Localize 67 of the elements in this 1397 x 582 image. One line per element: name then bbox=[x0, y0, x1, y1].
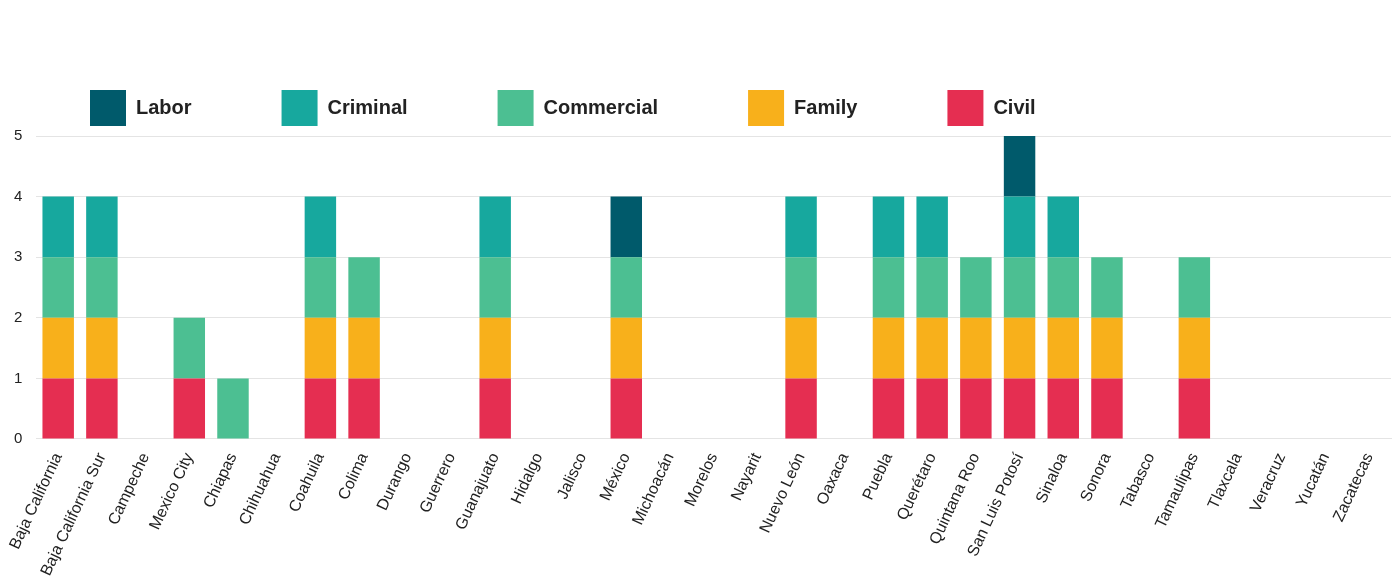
legend-label: Criminal bbox=[327, 95, 408, 118]
bar bbox=[348, 257, 380, 318]
bar bbox=[1047, 196, 1079, 258]
bar bbox=[1003, 378, 1036, 439]
bar bbox=[1091, 257, 1123, 318]
bar bbox=[479, 378, 511, 439]
bar bbox=[872, 378, 905, 439]
y-tick-label: 2 bbox=[14, 307, 23, 325]
bar bbox=[872, 317, 905, 379]
bar bbox=[872, 196, 905, 258]
bar bbox=[1091, 378, 1123, 439]
y-tick-label: 5 bbox=[14, 126, 23, 144]
bar bbox=[304, 317, 337, 379]
bar bbox=[1091, 317, 1123, 379]
bar bbox=[86, 257, 118, 318]
bar bbox=[304, 378, 337, 439]
y-tick-label: 0 bbox=[14, 429, 23, 447]
bar bbox=[1003, 136, 1036, 197]
legend-label: Family bbox=[794, 95, 859, 118]
y-tick-label: 4 bbox=[14, 186, 23, 204]
bar bbox=[348, 378, 380, 439]
bar bbox=[1003, 257, 1036, 318]
bar bbox=[1178, 257, 1211, 318]
bar bbox=[916, 257, 948, 318]
y-tick-label: 1 bbox=[14, 368, 23, 386]
legend-label: Commercial bbox=[543, 95, 659, 118]
bar bbox=[785, 196, 817, 258]
bar bbox=[1178, 378, 1211, 439]
bar bbox=[785, 317, 817, 379]
legend-label: Civil bbox=[993, 95, 1036, 118]
bar bbox=[916, 317, 948, 379]
bar bbox=[479, 196, 511, 258]
bar bbox=[960, 317, 992, 379]
bar bbox=[960, 257, 992, 318]
bar bbox=[960, 378, 992, 439]
bar bbox=[610, 196, 643, 258]
bar bbox=[1003, 196, 1036, 258]
bar bbox=[785, 378, 817, 439]
bar bbox=[304, 257, 337, 318]
bar bbox=[1178, 317, 1211, 379]
bar bbox=[173, 317, 206, 379]
bar bbox=[42, 257, 74, 318]
bar bbox=[1003, 317, 1036, 379]
bar bbox=[1047, 378, 1079, 439]
bar bbox=[916, 196, 948, 258]
bar bbox=[1047, 257, 1079, 318]
bar bbox=[872, 257, 905, 318]
bar bbox=[42, 378, 74, 439]
bar bbox=[304, 196, 337, 258]
bar bbox=[86, 317, 118, 379]
bar bbox=[86, 196, 118, 258]
bar bbox=[348, 317, 380, 379]
bar bbox=[217, 378, 249, 439]
bar bbox=[610, 378, 643, 439]
bar bbox=[86, 378, 118, 439]
bar bbox=[1047, 317, 1079, 379]
bar bbox=[479, 257, 511, 318]
bar bbox=[916, 378, 948, 439]
legend-label: Labor bbox=[136, 95, 192, 118]
bar bbox=[610, 257, 643, 318]
bar bbox=[42, 317, 74, 379]
bar bbox=[479, 317, 511, 379]
bar bbox=[42, 196, 74, 258]
bar bbox=[173, 378, 206, 439]
bar bbox=[610, 317, 643, 379]
y-tick-label: 3 bbox=[14, 247, 23, 265]
bar bbox=[785, 257, 817, 318]
